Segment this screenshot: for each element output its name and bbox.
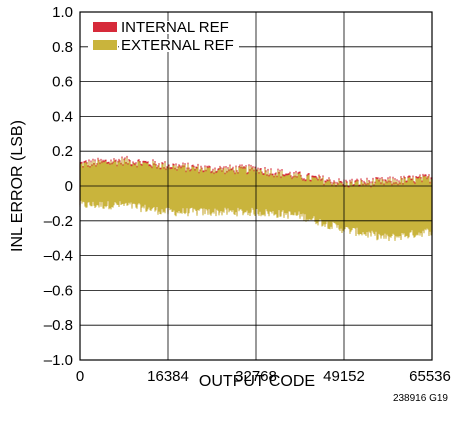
x-tick-label: 49152 [323, 368, 365, 385]
y-tick-label: –1.0 [44, 352, 73, 369]
grid-lines [80, 12, 432, 360]
figure-id: 238916 G19 [393, 393, 448, 404]
y-tick-label: –0.2 [44, 213, 73, 230]
legend-label-internal-ref: INTERNAL REF [121, 19, 229, 36]
y-tick-label: 0.8 [52, 39, 73, 56]
y-axis-label: INL ERROR (LSB) [9, 120, 26, 252]
x-tick-label: 16384 [147, 368, 189, 385]
y-tick-label: 0.2 [52, 143, 73, 160]
x-axis-label: OUTPUT CODE [199, 373, 315, 390]
x-tick-label: 65536 [409, 368, 451, 385]
x-tick-label: 32768 [235, 368, 277, 385]
plot-frame [79, 11, 433, 361]
legend: INTERNAL REF EXTERNAL REF [88, 19, 239, 54]
legend-swatch-external-ref [93, 40, 117, 50]
y-tick-label: 0 [65, 178, 73, 195]
y-tick-label: 0.4 [52, 108, 73, 125]
y-tick-label: –0.8 [44, 317, 73, 334]
y-tick-label: –0.6 [44, 282, 73, 299]
tick-labels: 1.00.80.60.40.20–0.2–0.4–0.6–0.8–1.00 163… [44, 4, 451, 385]
x-tick-label: 0 [76, 368, 84, 385]
y-tick-label: 0.6 [52, 74, 73, 91]
y-tick-label: 1.0 [52, 4, 73, 21]
legend-label-external-ref: EXTERNAL REF [121, 37, 234, 54]
legend-swatch-internal-ref [93, 22, 117, 32]
y-tick-label: –0.4 [44, 248, 73, 265]
